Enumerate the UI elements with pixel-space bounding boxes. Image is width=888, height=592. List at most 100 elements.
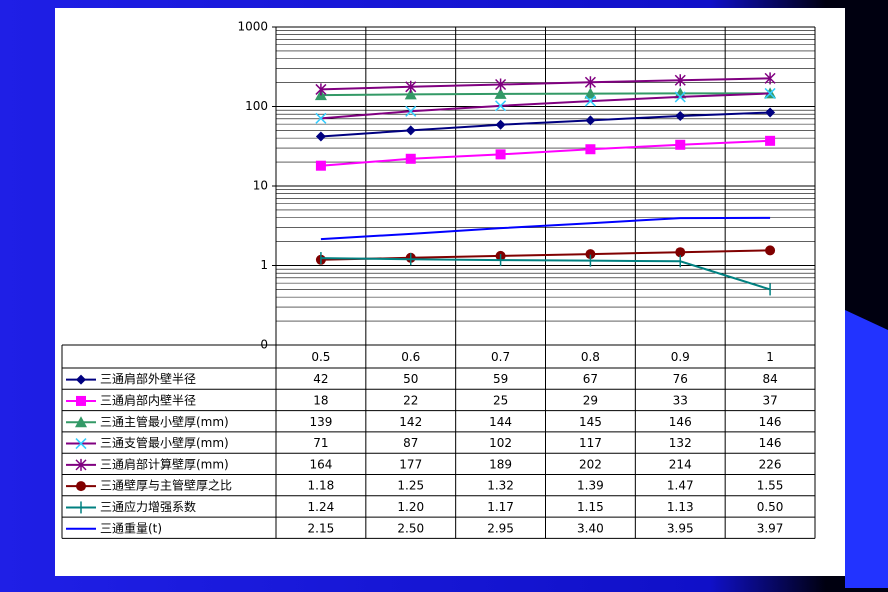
marker (584, 95, 596, 107)
series-line (320, 92, 771, 120)
table-value: 1.55 (757, 479, 784, 493)
marker-shape (76, 374, 86, 385)
series-line (320, 139, 771, 167)
table-value: 1.47 (667, 479, 694, 493)
marker-shape (674, 91, 686, 103)
marker (75, 438, 87, 450)
marker (76, 374, 86, 385)
marker-shape (495, 78, 507, 91)
category-label: 0.8 (581, 350, 600, 364)
table-value: 117 (579, 436, 602, 450)
chart-background (55, 8, 845, 576)
table-value: 189 (489, 457, 512, 471)
marker-shape (315, 131, 326, 142)
table-value: 1.25 (397, 479, 424, 493)
marker (675, 247, 686, 258)
marker (315, 83, 327, 96)
table-value: 3.97 (757, 521, 784, 535)
marker (75, 416, 87, 428)
category-label: 0.9 (671, 350, 690, 364)
marker (75, 458, 87, 471)
table-value: 1.17 (487, 500, 514, 514)
table-value: 2.50 (397, 521, 424, 535)
marker-shape (405, 153, 416, 164)
series-line (320, 111, 771, 138)
marker-shape (584, 95, 596, 107)
table-value: 2.95 (487, 521, 514, 535)
y-tick-label: 10 (253, 179, 268, 193)
table-value: 214 (669, 457, 692, 471)
y-tick-label: 1000 (237, 20, 268, 34)
marker-shape (585, 249, 596, 260)
table-value: 76 (673, 372, 688, 386)
table-value: 33 (673, 393, 688, 407)
table-value: 0.50 (757, 500, 784, 514)
marker (675, 110, 686, 121)
table-value: 146 (759, 436, 782, 450)
marker (495, 100, 507, 112)
marker (584, 76, 596, 89)
marker-shape (405, 80, 417, 93)
marker (674, 91, 686, 103)
marker (315, 131, 326, 142)
marker-shape (765, 245, 776, 256)
table-value: 1.13 (667, 500, 694, 514)
marker (585, 144, 596, 155)
table-value: 22 (403, 393, 418, 407)
legend-label: 三通壁厚与主管壁厚之比 (100, 478, 232, 493)
marker-shape (584, 87, 597, 99)
y-tick-label: 100 (245, 99, 268, 113)
table-value: 71 (313, 436, 328, 450)
marker (764, 87, 776, 99)
table-value: 177 (399, 457, 422, 471)
legend-label: 三通支管最小壁厚(mm) (100, 435, 229, 450)
table-value: 59 (493, 372, 508, 386)
marker (405, 153, 416, 164)
series-line (320, 257, 771, 291)
marker-shape (584, 76, 596, 89)
marker (494, 87, 507, 99)
table-value: 102 (489, 436, 512, 450)
marker (765, 135, 776, 146)
table-value: 2.15 (308, 521, 335, 535)
marker-shape (76, 395, 86, 406)
marker (585, 115, 596, 126)
marker-shape (315, 160, 326, 171)
marker-shape (674, 74, 686, 87)
table-value: 25 (493, 393, 508, 407)
marker-shape (495, 100, 507, 112)
marker-shape (495, 149, 506, 160)
marker-shape (675, 139, 686, 150)
table-value: 87 (403, 436, 418, 450)
table-value: 1.39 (577, 479, 604, 493)
table-value: 226 (759, 457, 782, 471)
marker-shape (765, 135, 776, 146)
table-value: 146 (669, 415, 692, 429)
marker-shape (585, 144, 596, 155)
marker-shape (315, 112, 327, 124)
table-value: 164 (309, 457, 332, 471)
table-value: 50 (403, 372, 418, 386)
marker (315, 112, 327, 124)
marker-shape (765, 107, 776, 118)
marker (495, 149, 506, 160)
marker (764, 72, 776, 85)
legend-label: 三通肩部内壁半径 (100, 392, 196, 407)
table-value: 18 (313, 393, 328, 407)
table-value: 1.24 (308, 500, 335, 514)
table-value: 142 (399, 415, 422, 429)
legend-label: 三通主管最小壁厚(mm) (100, 414, 229, 429)
table-value: 37 (762, 393, 777, 407)
marker (495, 78, 507, 91)
table-value: 202 (579, 457, 602, 471)
marker (765, 245, 776, 256)
marker (495, 119, 506, 130)
table-value: 1.18 (308, 479, 335, 493)
table-value: 67 (583, 372, 598, 386)
marker (584, 87, 597, 99)
marker (674, 87, 687, 99)
category-label: 0.6 (401, 350, 420, 364)
marker-shape (764, 87, 776, 99)
marker-shape (75, 458, 87, 471)
